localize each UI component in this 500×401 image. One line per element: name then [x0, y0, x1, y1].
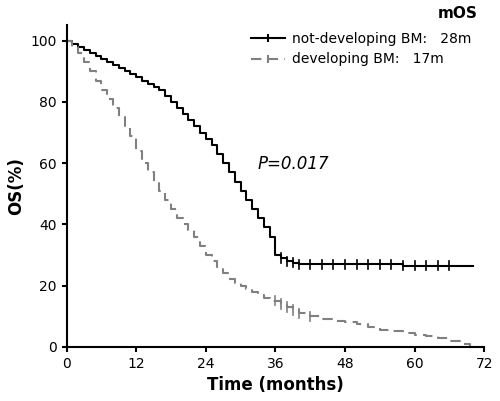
Text: mOS: mOS — [438, 6, 478, 21]
X-axis label: Time (months): Time (months) — [207, 376, 344, 394]
Y-axis label: OS(%): OS(%) — [7, 157, 25, 215]
Legend: not-developing BM:   28m, developing BM:   17m: not-developing BM: 28m, developing BM: 1… — [245, 26, 478, 72]
Text: P=0.017: P=0.017 — [258, 155, 330, 173]
